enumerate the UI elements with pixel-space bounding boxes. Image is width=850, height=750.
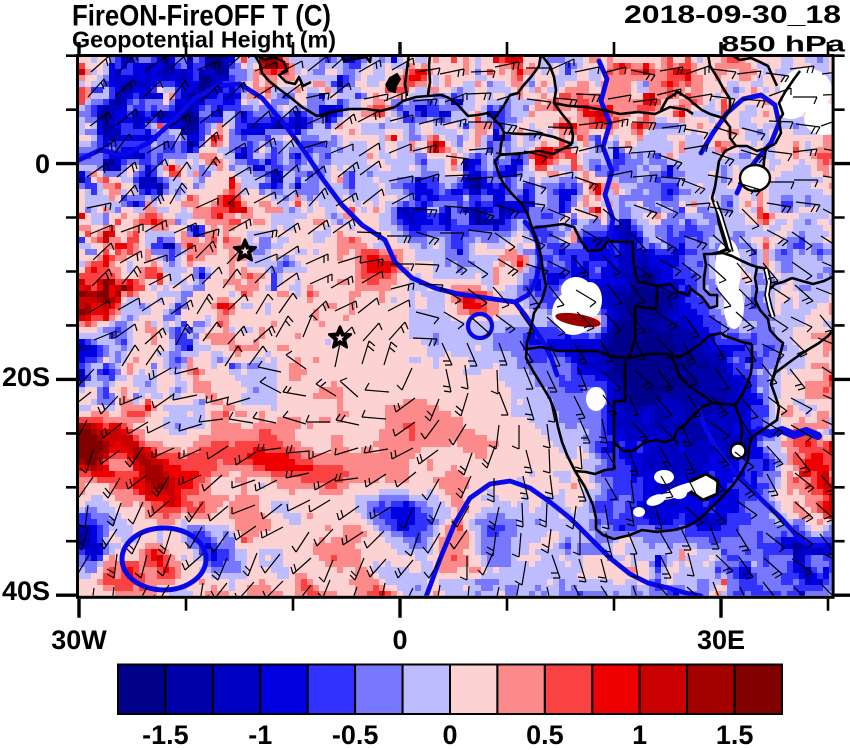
svg-text:850 hPa: 850 hPa [721,32,846,57]
svg-text:0.5: 0.5 [526,720,564,750]
svg-text:30E: 30E [697,625,745,655]
svg-text:20S: 20S [2,362,50,392]
svg-text:FireON-FireOFF T (C): FireON-FireOFF T (C) [72,0,331,33]
svg-text:0: 0 [392,625,407,655]
svg-text:2018-09-30_18: 2018-09-30_18 [624,1,841,29]
svg-text:-0.5: -0.5 [332,720,379,750]
svg-text:30W: 30W [51,625,107,655]
svg-text:-1: -1 [248,720,272,750]
svg-text:40S: 40S [2,576,50,606]
svg-text:-1.5: -1.5 [142,720,189,750]
svg-text:0: 0 [442,720,457,750]
svg-text:0: 0 [35,149,50,179]
svg-text:1: 1 [632,720,647,750]
svg-text:Geopotential Height (m): Geopotential Height (m) [72,27,336,53]
svg-text:1.5: 1.5 [716,720,754,750]
